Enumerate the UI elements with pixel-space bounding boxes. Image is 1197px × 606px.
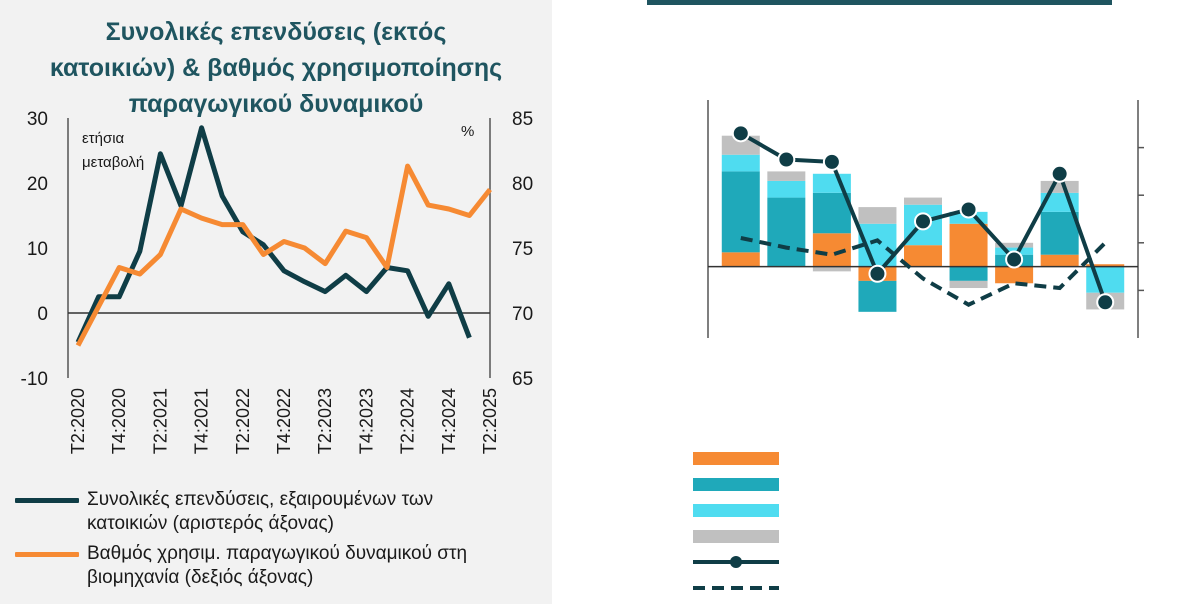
bar-segment — [858, 280, 897, 312]
right-legend-item-3 — [693, 502, 783, 528]
bar-segment — [1040, 180, 1079, 193]
right-legend-line-dashed — [693, 586, 779, 590]
y-right-tick-label: 75 — [512, 239, 533, 260]
y-right-axis-label: % — [461, 123, 474, 140]
x-tick-label: T4:2021 — [192, 388, 212, 454]
y-right-tick-label: 65 — [512, 369, 533, 390]
title-line-1: Συνολικές επενδύσεις (εκτός — [105, 18, 447, 46]
solid-line-marker — [914, 212, 932, 231]
legend: Συνολικές επενδύσεις, εξαιρουμένων των κ… — [15, 488, 550, 596]
bar-segment — [767, 171, 806, 181]
legend-label-investment-2: κατοικιών (αριστερός άξονας) — [87, 513, 334, 534]
legend-item-investment: Συνολικές επενδύσεις, εξαιρουμένων των κ… — [15, 488, 550, 536]
x-tick-label: T4:2023 — [356, 388, 376, 454]
bar-segment — [995, 266, 1034, 284]
legend-label-capacity-2: βιομηχανία (δεξιός άξονας) — [87, 567, 314, 588]
title-fragment — [647, 0, 1112, 5]
series-line-capacity — [75, 163, 492, 347]
bar-segment — [721, 171, 760, 253]
right-legend-item-6 — [693, 580, 783, 606]
x-tick-label: T4:2024 — [439, 388, 459, 454]
y-left-axis-label: ετήσια — [82, 130, 125, 147]
left-chart-panel: Συνολικές επενδύσεις (εκτός κατοικιών) &… — [0, 0, 552, 604]
bar-segment — [1086, 264, 1125, 267]
y-left-tick-label: 30 — [27, 109, 48, 130]
legend-item-capacity: Βαθμός χρησιμ. παραγωγικού δυναμικού στη… — [15, 542, 550, 590]
x-tick-label: T2:2023 — [315, 388, 335, 454]
right-legend-item-4 — [693, 528, 783, 554]
bar-segment — [904, 197, 942, 205]
legend-swatch-capacity — [15, 552, 79, 557]
solid-line-marker — [731, 124, 750, 143]
bar-segment — [904, 245, 942, 267]
x-tick-label: T4:2020 — [109, 388, 129, 454]
x-tick-label: T2:2022 — [233, 388, 253, 454]
right-chart-panel — [645, 0, 1197, 604]
chart-title: Συνολικές επενδύσεις (εκτός κατοικιών) &… — [0, 14, 552, 122]
right-legend — [693, 450, 783, 606]
x-tick-label: T2:2020 — [68, 388, 88, 454]
bar-segment — [949, 266, 988, 281]
right-legend-item-2 — [693, 476, 783, 502]
solid-line-marker — [822, 152, 841, 171]
stacked-bar-chart — [647, 0, 1144, 338]
bar-segment — [949, 223, 988, 267]
series-line-investment — [75, 125, 472, 344]
bar-segment — [949, 280, 988, 289]
x-tick-label: T2:2024 — [398, 388, 418, 454]
bar-segment — [721, 252, 760, 267]
x-tick-label: T2:2021 — [150, 388, 170, 454]
right-legend-swatch-2 — [693, 478, 779, 491]
y-left-tick-label: 0 — [37, 304, 48, 325]
bar-segment — [858, 207, 897, 224]
bar-segment — [812, 266, 851, 272]
solid-line-marker — [1005, 250, 1024, 269]
title-line-2: κατοικιών) & βαθμός χρησιμοποίησης — [49, 54, 503, 82]
right-legend-swatch-1 — [693, 452, 779, 465]
dashed-line — [740, 236, 1107, 307]
bar-segment — [767, 197, 806, 267]
right-legend-item-1 — [693, 450, 783, 476]
solid-line-marker — [1096, 293, 1115, 312]
x-tick-label: T4:2022 — [274, 388, 294, 454]
right-legend-swatch-3 — [693, 504, 779, 517]
legend-swatch-investment — [15, 498, 79, 503]
line-chart: -10 0 10 20 30 65 70 75 80 85 ετήσια μεταβολή% T2:20… — [21, 109, 534, 454]
y-left-axis-label: μεταβολή — [82, 154, 144, 171]
legend-label-investment-1: Συνολικές επενδύσεις, εξαιρουμένων των — [87, 489, 434, 510]
bar-segment — [721, 154, 760, 172]
right-legend-item-5 — [693, 554, 783, 580]
y-left-tick-label: 10 — [27, 239, 48, 260]
solid-line-marker — [959, 200, 978, 219]
bar-segment — [767, 180, 806, 198]
bar-segment — [995, 242, 1034, 248]
y-right-tick-label: 85 — [512, 109, 533, 130]
x-tick-label: T2:2025 — [480, 388, 500, 454]
bar-segment — [1040, 211, 1079, 255]
solid-line-marker — [777, 150, 796, 169]
solid-line-marker — [1050, 164, 1069, 183]
title-line-3: παραγωγικού δυναμικού — [128, 90, 424, 118]
legend-label-capacity-1: Βαθμός χρησιμ. παραγωγικού δυναμικού στη — [87, 543, 468, 564]
bar-segment — [1040, 254, 1079, 267]
solid-line-marker — [868, 264, 887, 283]
y-right-tick-label: 70 — [512, 304, 533, 325]
right-legend-line-marker — [693, 556, 779, 568]
y-right-tick-label: 80 — [512, 174, 533, 195]
bar-segment — [812, 192, 851, 234]
y-left-tick-label: -10 — [21, 369, 48, 390]
right-legend-swatch-4 — [693, 530, 779, 543]
y-left-tick-label: 20 — [27, 174, 48, 195]
